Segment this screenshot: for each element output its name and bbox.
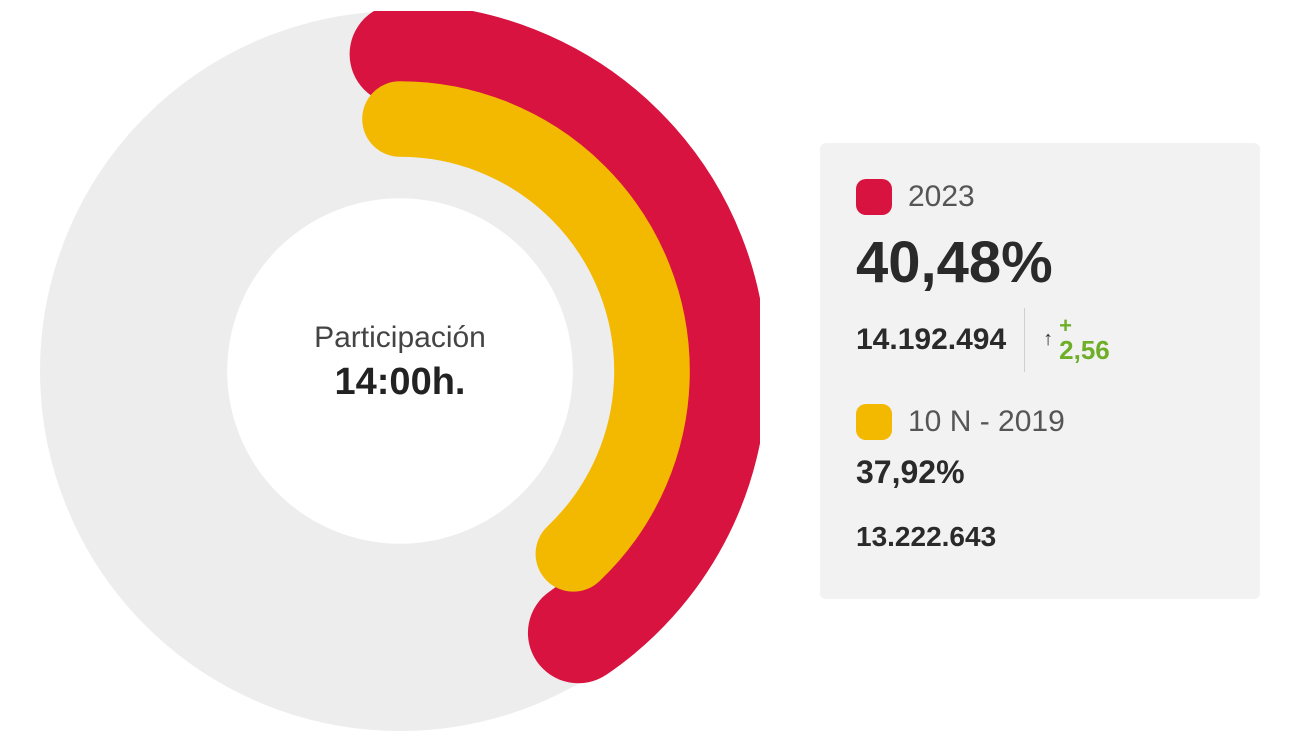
chart-center-label: Participación 14:00h. — [314, 321, 486, 404]
legend-header-previous: 10 N - 2019 — [856, 404, 1224, 440]
swatch-previous — [856, 404, 892, 440]
arrow-up-icon: ↑ — [1043, 328, 1053, 351]
delta-value: 2,56 — [1059, 337, 1110, 364]
legend-header-current: 2023 — [856, 179, 1224, 215]
swatch-current — [856, 179, 892, 215]
legend-series-current: 2023 40,48% 14.192.494 ↑ + 2,56 — [856, 179, 1224, 372]
participation-widget: Participación 14:00h. 2023 40,48% 14.192… — [40, 11, 1260, 731]
legend-abs-previous: 13.222.643 — [856, 521, 1224, 553]
center-label-title: Participación — [314, 321, 486, 355]
legend-card: 2023 40,48% 14.192.494 ↑ + 2,56 10 N - 2… — [820, 143, 1260, 599]
center-label-time: 14:00h. — [314, 361, 486, 404]
legend-pct-previous: 37,92% — [856, 454, 1224, 491]
divider — [1024, 308, 1025, 372]
legend-series-previous: 10 N - 2019 37,92% 13.222.643 — [856, 404, 1224, 553]
legend-label-current: 2023 — [908, 180, 975, 214]
delta-sign: + — [1059, 315, 1072, 337]
legend-pct-current: 40,48% — [856, 229, 1224, 296]
legend-label-previous: 10 N - 2019 — [908, 405, 1065, 439]
radial-chart: Participación 14:00h. — [40, 11, 760, 731]
legend-abs-current: 14.192.494 — [856, 323, 1006, 357]
legend-value-row-current: 14.192.494 ↑ + 2,56 — [856, 308, 1224, 372]
delta-indicator: ↑ + 2,56 — [1043, 315, 1110, 364]
